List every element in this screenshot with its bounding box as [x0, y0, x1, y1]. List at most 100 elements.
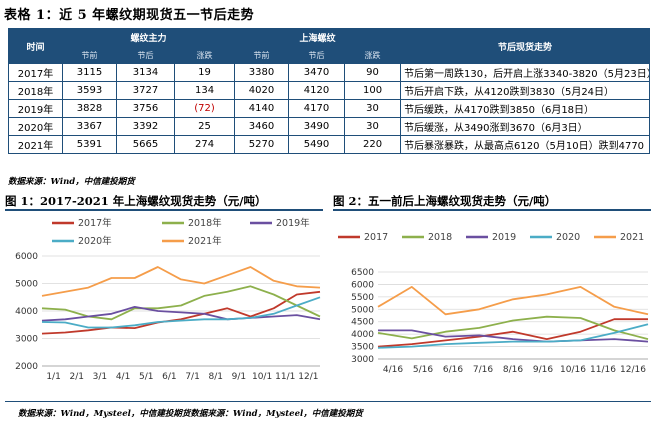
legend-label-2017: 2017	[364, 232, 388, 243]
series-line-2021	[41, 266, 321, 297]
x-tick-label: 4/1	[116, 372, 130, 382]
cell-note: 节后第一周跌130，后开启上涨3340-3820（5月23日）	[400, 63, 651, 82]
cell-note: 节后开启下跌，从4120跌到3830（5月24日）	[400, 81, 651, 100]
x-tick-label: 11/1	[275, 372, 295, 382]
cell-spot-chg: 30	[344, 99, 402, 118]
cell-spot-chg: 100	[344, 81, 402, 100]
y-tick-label: 6000	[15, 252, 38, 262]
table-title: 表格 1：近 5 年螺纹期现货五一节后走势	[4, 8, 255, 23]
cell-note: 节后暴涨暴跌，从最高点6120（5月10日）跌到4770（5月27日）	[400, 135, 651, 154]
cell-spot-pre: 5270	[234, 135, 290, 154]
legend-label-2018: 2018年	[188, 217, 222, 229]
y-tick-label: 4500	[351, 318, 374, 328]
cell-futures-pre: 5391	[62, 135, 117, 154]
x-tick-label: 10/16	[560, 365, 586, 375]
y-tick-label: 2000	[15, 362, 38, 372]
y-tick-label: 6500	[351, 268, 374, 278]
x-tick-label: 11/16	[590, 365, 616, 375]
series-line-2018	[377, 315, 649, 340]
subheader-futures-post: 节后	[116, 46, 175, 64]
x-tick-label: 7/16	[473, 365, 493, 375]
cell-spot-pre: 3380	[234, 63, 290, 82]
series-line-2020	[41, 296, 321, 329]
legend-label-2017: 2017年	[78, 217, 112, 229]
legend-label-2019: 2019年	[276, 217, 310, 229]
legend-label-2021: 2021年	[188, 235, 222, 247]
cell-spot-post: 5490	[288, 135, 346, 154]
cell-futures-chg: 19	[173, 63, 236, 82]
cell-year: 2019年	[8, 99, 63, 118]
legend-label-2020: 2020年	[78, 235, 112, 247]
cell-futures-chg: 274	[173, 135, 236, 154]
x-tick-label: 12/16	[620, 365, 646, 375]
cell-note: 节后缓涨，从3490涨到3670（6月3日）	[400, 117, 651, 136]
legend-label-2018: 2018	[428, 232, 452, 243]
figure-2-rule	[333, 209, 651, 211]
header-year: 时间	[8, 28, 63, 64]
x-tick-label: 3/1	[93, 372, 107, 382]
y-tick-label: 4000	[15, 307, 38, 317]
cell-year: 2020年	[8, 117, 63, 136]
y-tick-label: 3000	[15, 335, 38, 345]
series-line-2017	[377, 318, 648, 348]
series-line-2019	[378, 329, 649, 343]
x-tick-label: 8/1	[209, 372, 223, 382]
header-spot: 上海螺纹	[234, 28, 402, 47]
legend-label-2021: 2021	[620, 232, 644, 243]
table-row: 2020年 3367 3392 25 3460 3490 30 节后缓涨，从34…	[8, 117, 651, 136]
cell-futures-chg: (72)	[173, 99, 236, 118]
x-tick-label: 2/1	[70, 372, 84, 382]
table-row: 2021年 5391 5665 274 5270 5490 220 节后暴涨暴跌…	[8, 135, 651, 154]
y-tick-label: 4000	[351, 330, 374, 340]
cell-spot-chg: 30	[344, 117, 402, 136]
x-tick-label: 10/1	[252, 372, 272, 382]
series-line-2017	[41, 290, 321, 335]
cell-futures-chg: 134	[173, 81, 236, 100]
x-tick-label: 8/16	[503, 365, 523, 375]
x-tick-label: 9/1	[232, 372, 246, 382]
source-note-2: 数据来源：Wind，Mysteel，中信建投期货数据来源：Wind，Mystee…	[18, 409, 363, 419]
y-tick-label: 5500	[351, 293, 374, 303]
cell-spot-pre: 3460	[234, 117, 290, 136]
cell-spot-chg: 220	[344, 135, 402, 154]
subheader-spot-chg: 涨跌	[344, 46, 402, 64]
chart-1: 2017年 2018年 2019年 2020年 2021年 2000 3000 4000 500…	[15, 217, 321, 382]
cell-futures-pre: 3593	[62, 81, 117, 100]
bottom-rule	[5, 401, 651, 402]
legend-label-2019: 2019	[492, 232, 516, 243]
figure-1-rule	[5, 209, 323, 211]
subheader-spot-pre: 节前	[234, 46, 290, 64]
subheader-futures-chg: 涨跌	[173, 46, 236, 64]
cell-futures-post: 3756	[116, 99, 175, 118]
legend-label-2020: 2020	[556, 232, 580, 243]
y-tick-label: 3000	[351, 355, 374, 365]
chart-2: 2017 2018 2019 2020 2021 3000 3500 4000 4500 5000…	[338, 232, 649, 375]
x-tick-label: 1/1	[46, 372, 60, 382]
cell-spot-post: 3470	[288, 63, 346, 82]
cell-futures-pre: 3367	[62, 117, 117, 136]
x-tick-label: 5/1	[139, 372, 153, 382]
cell-futures-chg: 25	[173, 117, 236, 136]
y-tick-label: 3500	[351, 343, 374, 353]
y-tick-label: 5000	[351, 305, 374, 315]
subheader-spot-post: 节后	[288, 46, 346, 64]
x-tick-label: 6/16	[443, 365, 463, 375]
cell-futures-pre: 3115	[62, 63, 117, 82]
series-line-2019	[41, 306, 321, 322]
table-row: 2017年 3115 3134 19 3380 3470 90 节后第一周跌13…	[8, 63, 651, 82]
figure-1-title: 图 1：2017-2021 年上海螺纹现货走势（元/吨）	[5, 194, 267, 208]
price-table: 时间 螺纹主力 上海螺纹 节后现货走势 节前 节后 涨跌 节前 节后 涨跌 20…	[8, 28, 651, 154]
series-line-2018	[41, 285, 321, 321]
x-tick-label: 5/16	[413, 365, 433, 375]
cell-note: 节后缓跌，从4170跌到3850（6月18日）	[400, 99, 651, 118]
cell-futures-pre: 3828	[62, 99, 117, 118]
subheader-futures-pre: 节前	[62, 46, 117, 64]
cell-futures-post: 3392	[116, 117, 175, 136]
figure-2-title: 图 2：五一前后上海螺纹现货走势（元/吨）	[333, 194, 557, 208]
y-tick-label: 6000	[351, 280, 374, 290]
cell-futures-post: 5665	[116, 135, 175, 154]
header-note: 节后现货走势	[400, 28, 651, 64]
y-tick-label: 5000	[15, 280, 38, 290]
x-tick-label: 9/16	[533, 365, 553, 375]
x-tick-label: 12/1	[298, 372, 318, 382]
